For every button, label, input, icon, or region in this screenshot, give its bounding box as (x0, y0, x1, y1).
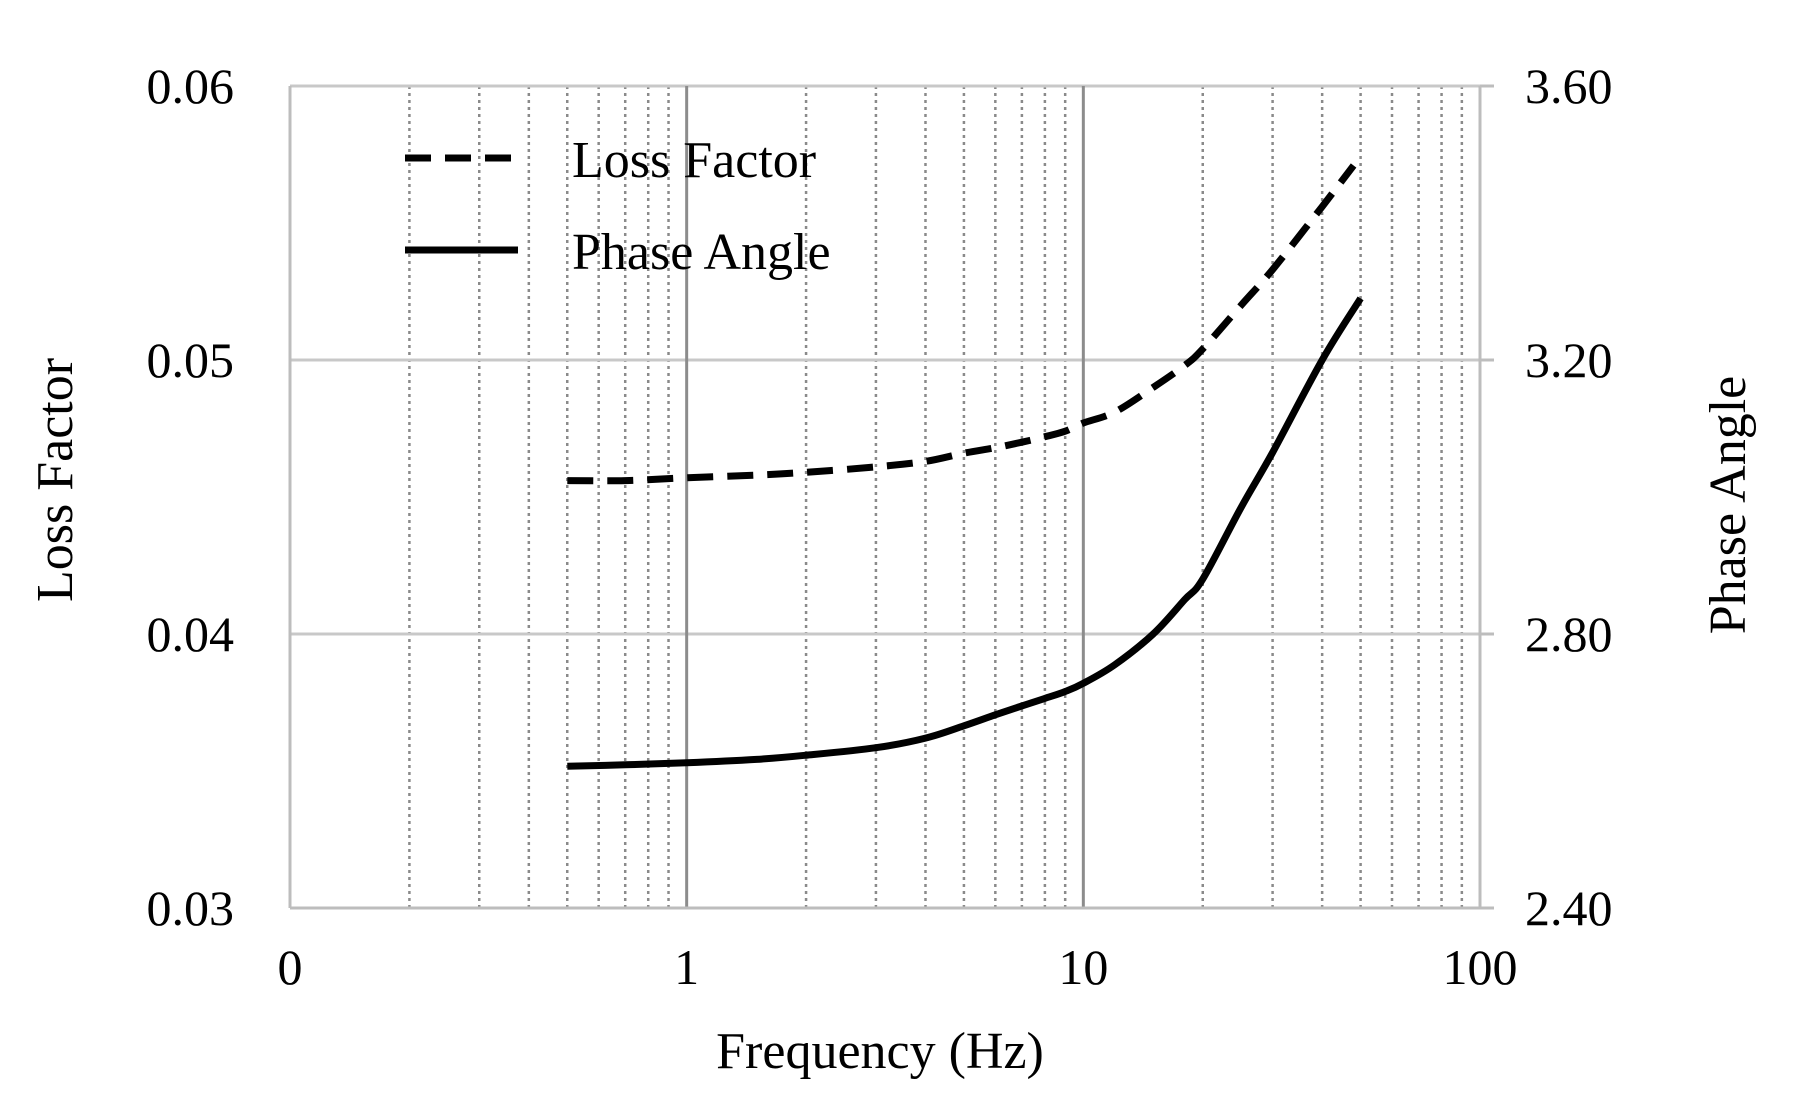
legend: Loss Factor Phase Angle (405, 132, 831, 281)
left-axis-tick-label: 0.06 (147, 58, 235, 114)
x-axis-tick-label: 0 (278, 939, 303, 995)
legend-phase-angle-label: Phase Angle (572, 224, 831, 281)
y-axis-title: Loss Factor (27, 358, 84, 602)
minor-vertical-gridlines (408, 86, 1464, 908)
left-axis-tick-label: 0.05 (147, 332, 235, 388)
y2-axis-title: Phase Angle (1700, 376, 1757, 635)
left-axis-tick-labels: 0.03 0.04 0.05 0.06 (147, 58, 235, 936)
x-axis-title: Frequency (Hz) (716, 1023, 1044, 1080)
right-axis-tick-label: 3.60 (1525, 58, 1613, 114)
x-axis-tick-label: 10 (1058, 939, 1108, 995)
plot-frame (288, 84, 1494, 910)
major-gridlines (288, 84, 1482, 910)
x-axis-tick-labels: 0 1 10 100 (278, 939, 1518, 995)
left-axis-tick-label: 0.03 (147, 880, 235, 936)
right-axis-tick-labels: 2.40 2.80 3.20 3.60 (1525, 58, 1613, 936)
right-axis-tick-label: 2.40 (1525, 880, 1613, 936)
series-line-phase-angle (567, 296, 1364, 770)
left-axis-tick-label: 0.04 (147, 606, 235, 662)
x-axis-tick-label: 1 (674, 939, 699, 995)
legend-loss-factor-label: Loss Factor (572, 132, 816, 189)
series-line-loss-factor (567, 163, 1357, 485)
right-axis-tick-label: 3.20 (1525, 332, 1613, 388)
series-layer (567, 163, 1364, 770)
right-axis-tick-label: 2.80 (1525, 606, 1613, 662)
x-axis-tick-label: 100 (1443, 939, 1518, 995)
